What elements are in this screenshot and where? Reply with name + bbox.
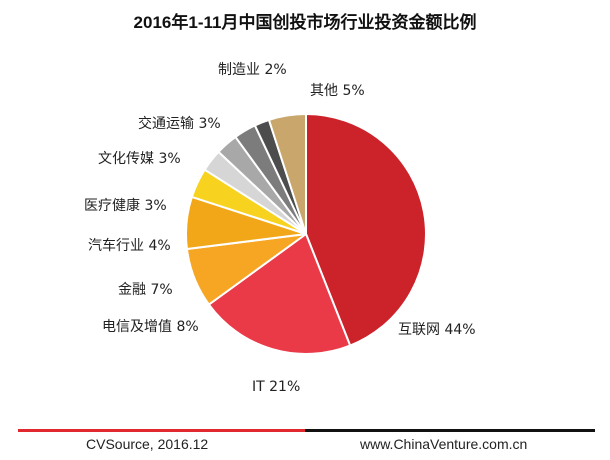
footer-source: CVSource, 2016.12 xyxy=(86,436,209,452)
pie-labels: 互联网 44% IT 21% 电信及增值 8% 金融 7% 汽车行业 4% 医疗健康 3%… xyxy=(84,62,476,395)
pie-slice-label-3: 电信及增值 8% xyxy=(102,319,199,335)
pie-slice-label-1: 互联网 44% xyxy=(398,322,476,338)
footer-divider-red xyxy=(18,429,305,432)
pie-slice-label-10: 其他 5% xyxy=(310,83,365,99)
footer-divider-black xyxy=(305,429,595,432)
pie-slice-label-6: 医疗健康 3% xyxy=(84,197,167,214)
pie-slice-2 xyxy=(207,232,352,355)
pie-slice-1 xyxy=(305,112,427,347)
pie-slice-label-2: IT 21% xyxy=(252,379,300,395)
pie-slice-label-7: 文化传媒 3% xyxy=(98,151,181,167)
footer-website: www.ChinaVenture.com.cn xyxy=(360,436,528,452)
chart-title: 2016年1-11月中国创投市场行业投资金额比例 xyxy=(133,13,477,32)
pie-slices xyxy=(185,112,427,355)
pie-slice-label-5: 汽车行业 4% xyxy=(88,237,171,254)
pie-slice-label-4: 金融 7% xyxy=(118,282,173,298)
pie-slice-label-8: 交通运输 3% xyxy=(138,115,221,132)
pie-slice-label-9: 制造业 2% xyxy=(218,62,287,78)
pie-slice-10 xyxy=(267,112,307,235)
